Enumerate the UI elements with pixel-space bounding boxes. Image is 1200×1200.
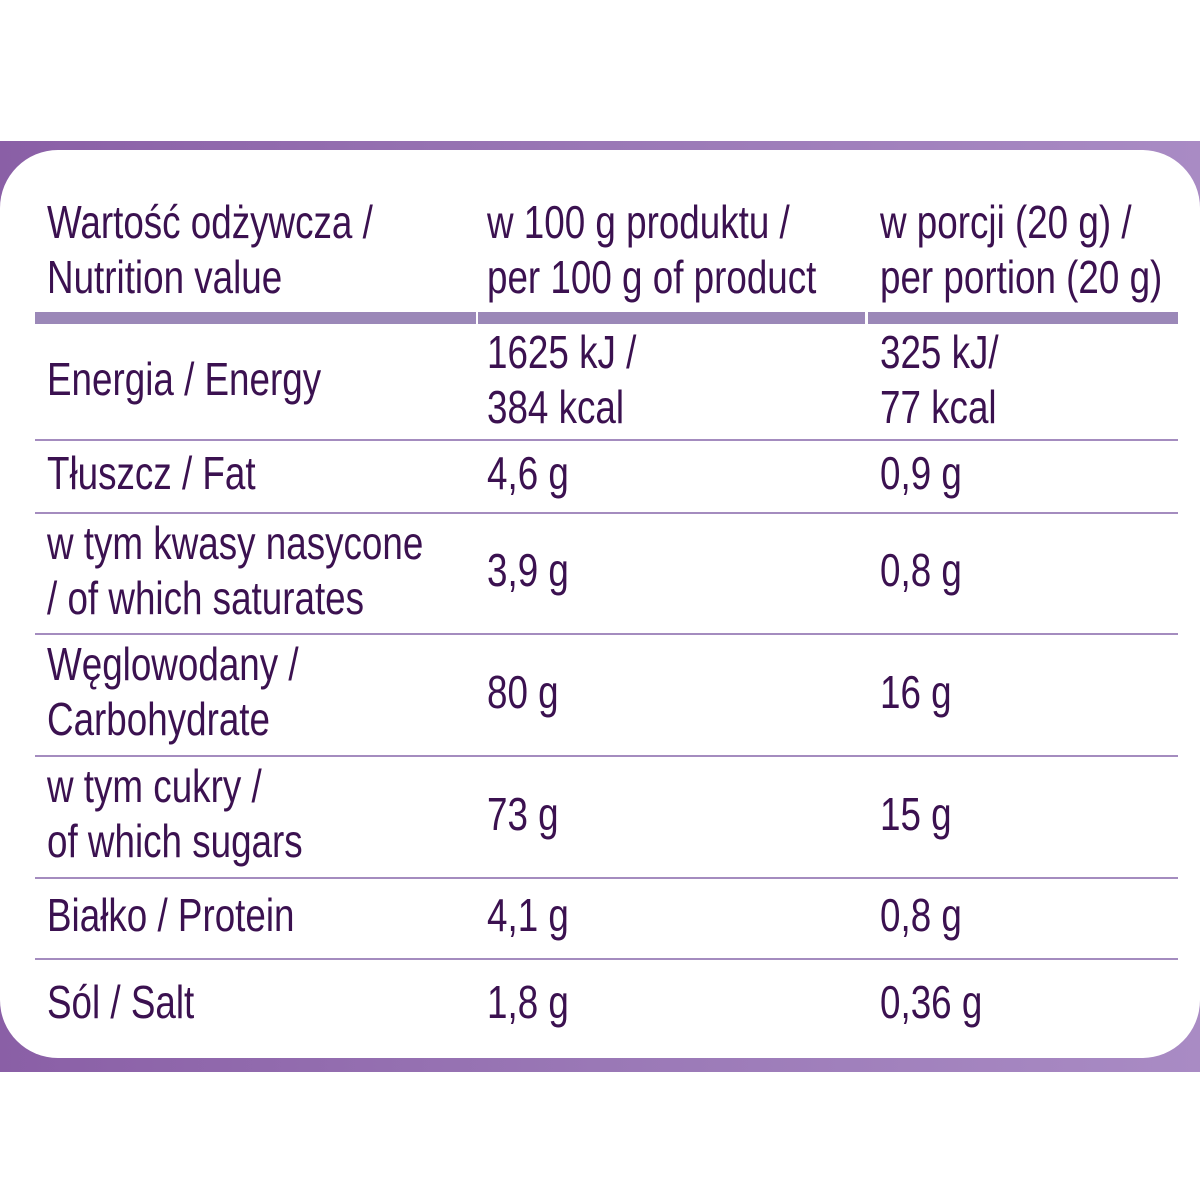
- text-line: Sól / Salt: [47, 976, 195, 1028]
- row-label: w tym cukry / of which sugars: [47, 759, 303, 869]
- text-line: Białko / Protein: [47, 889, 295, 941]
- value-per-portion: 15 g: [880, 787, 952, 842]
- row-divider: [35, 877, 1178, 879]
- text-line: Tłuszcz / Fat: [47, 447, 256, 499]
- text-line: Energia / Energy: [47, 353, 322, 405]
- value-per-portion: 0,36 g: [880, 975, 982, 1030]
- text-line: 16 g: [880, 665, 952, 718]
- text-line: 384 kcal: [487, 380, 625, 433]
- value-per-100g: 4,1 g: [487, 888, 569, 943]
- value-per-portion: 0,9 g: [880, 446, 962, 501]
- value-per-100g: 4,6 g: [487, 446, 569, 501]
- text-line: w tym kwasy nasycone: [47, 516, 424, 569]
- text-line: 1625 kJ /: [487, 325, 637, 378]
- header-divider: [35, 312, 476, 324]
- row-label: Energia / Energy: [47, 352, 321, 407]
- value-per-100g: 80 g: [487, 665, 559, 720]
- value-per-portion: 0,8 g: [880, 888, 962, 943]
- row-label: w tym kwasy nasycone / of which saturates: [47, 516, 423, 626]
- text-line: 73 g: [487, 787, 559, 840]
- row-label: Białko / Protein: [47, 888, 295, 943]
- row-divider: [35, 755, 1178, 757]
- text-line: Carbohydrate: [47, 693, 270, 745]
- text-line: w tym cukry /: [47, 760, 262, 812]
- text-line: / of which saturates: [47, 571, 365, 624]
- row-label: Sól / Salt: [47, 975, 194, 1030]
- text-line: 0,9 g: [880, 447, 962, 499]
- text-line: 325 kJ/: [880, 325, 999, 378]
- text-line: 0,8 g: [880, 544, 962, 596]
- value-per-100g: 3,9 g: [487, 543, 569, 598]
- text-line: Węglowodany /: [47, 638, 299, 690]
- value-per-portion: 16 g: [880, 665, 952, 720]
- header-per-100g: w 100 g produktu / per 100 g of product: [487, 196, 817, 303]
- text-line: 4,6 g: [487, 447, 569, 499]
- nutrition-table-card: [0, 150, 1200, 1058]
- row-divider: [35, 512, 1178, 514]
- row-divider: [35, 633, 1178, 635]
- text-line: 4,1 g: [487, 889, 569, 941]
- value-per-100g: 1625 kJ /384 kcal: [487, 325, 636, 435]
- value-per-100g: 1,8 g: [487, 975, 569, 1030]
- text-line: 1,8 g: [487, 976, 569, 1028]
- row-label: Węglowodany / Carbohydrate: [47, 637, 299, 747]
- text-line: 80 g: [487, 665, 559, 718]
- row-divider: [35, 439, 1178, 441]
- header-per-portion: w porcji (20 g) / per portion (20 g): [880, 196, 1163, 303]
- header-nutrition-value: Wartość odżywcza / Nutrition value: [47, 196, 373, 303]
- header-divider: [868, 312, 1178, 324]
- text-line: 0,36 g: [880, 976, 983, 1028]
- value-per-portion: 325 kJ/77 kcal: [880, 325, 999, 435]
- text-line: 15 g: [880, 787, 952, 840]
- text-line: 3,9 g: [487, 544, 569, 596]
- value-per-portion: 0,8 g: [880, 543, 962, 598]
- text-line: 77 kcal: [880, 380, 997, 433]
- row-label: Tłuszcz / Fat: [47, 446, 256, 501]
- header-divider: [478, 312, 865, 324]
- text-line: 0,8 g: [880, 889, 962, 941]
- row-divider: [35, 958, 1178, 960]
- value-per-100g: 73 g: [487, 787, 559, 842]
- text-line: of which sugars: [47, 815, 303, 867]
